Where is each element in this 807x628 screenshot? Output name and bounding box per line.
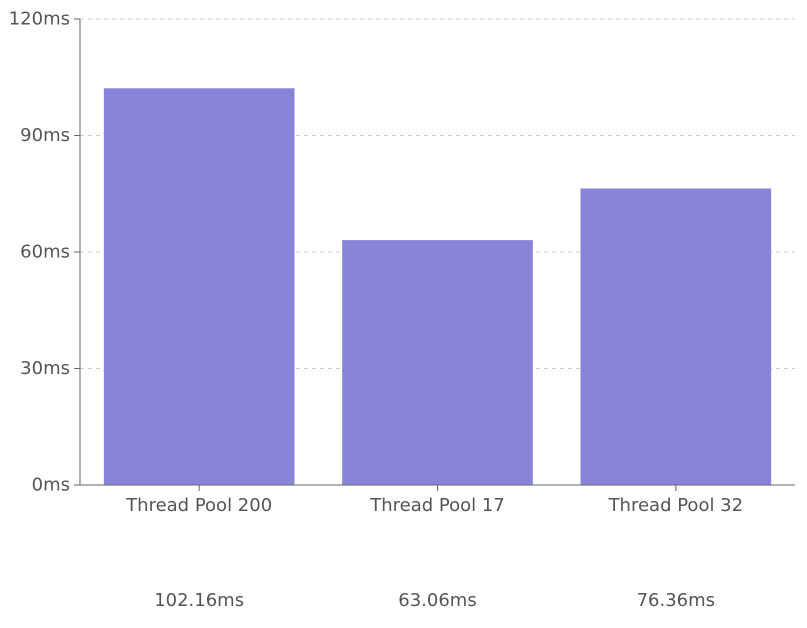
value-label: 76.36ms (637, 590, 715, 611)
y-tick-label: 60ms (20, 242, 70, 263)
y-tick-label: 90ms (20, 125, 70, 146)
bars (103, 88, 772, 486)
x-tick-label: Thread Pool 32 (608, 495, 744, 516)
bar[interactable] (580, 188, 772, 485)
y-tick-label: 120ms (9, 9, 70, 30)
y-tick-label: 30ms (20, 358, 70, 379)
bar[interactable] (342, 240, 533, 485)
x-axis-ticks: Thread Pool 200 Thread Pool 17 Thread Pool… (125, 485, 743, 516)
x-tick-label: Thread Pool 17 (369, 495, 505, 516)
value-label: 63.06ms (398, 590, 476, 611)
value-labels: 102.16ms 63.06ms 76.36ms (154, 590, 715, 611)
x-tick-label: Thread Pool 200 (125, 495, 272, 516)
value-label: 102.16ms (154, 590, 244, 611)
y-tick-label: 0ms (32, 475, 70, 496)
bar[interactable] (103, 88, 295, 486)
y-axis-ticks: 0ms 30ms 60ms 90ms 120ms (9, 9, 80, 496)
